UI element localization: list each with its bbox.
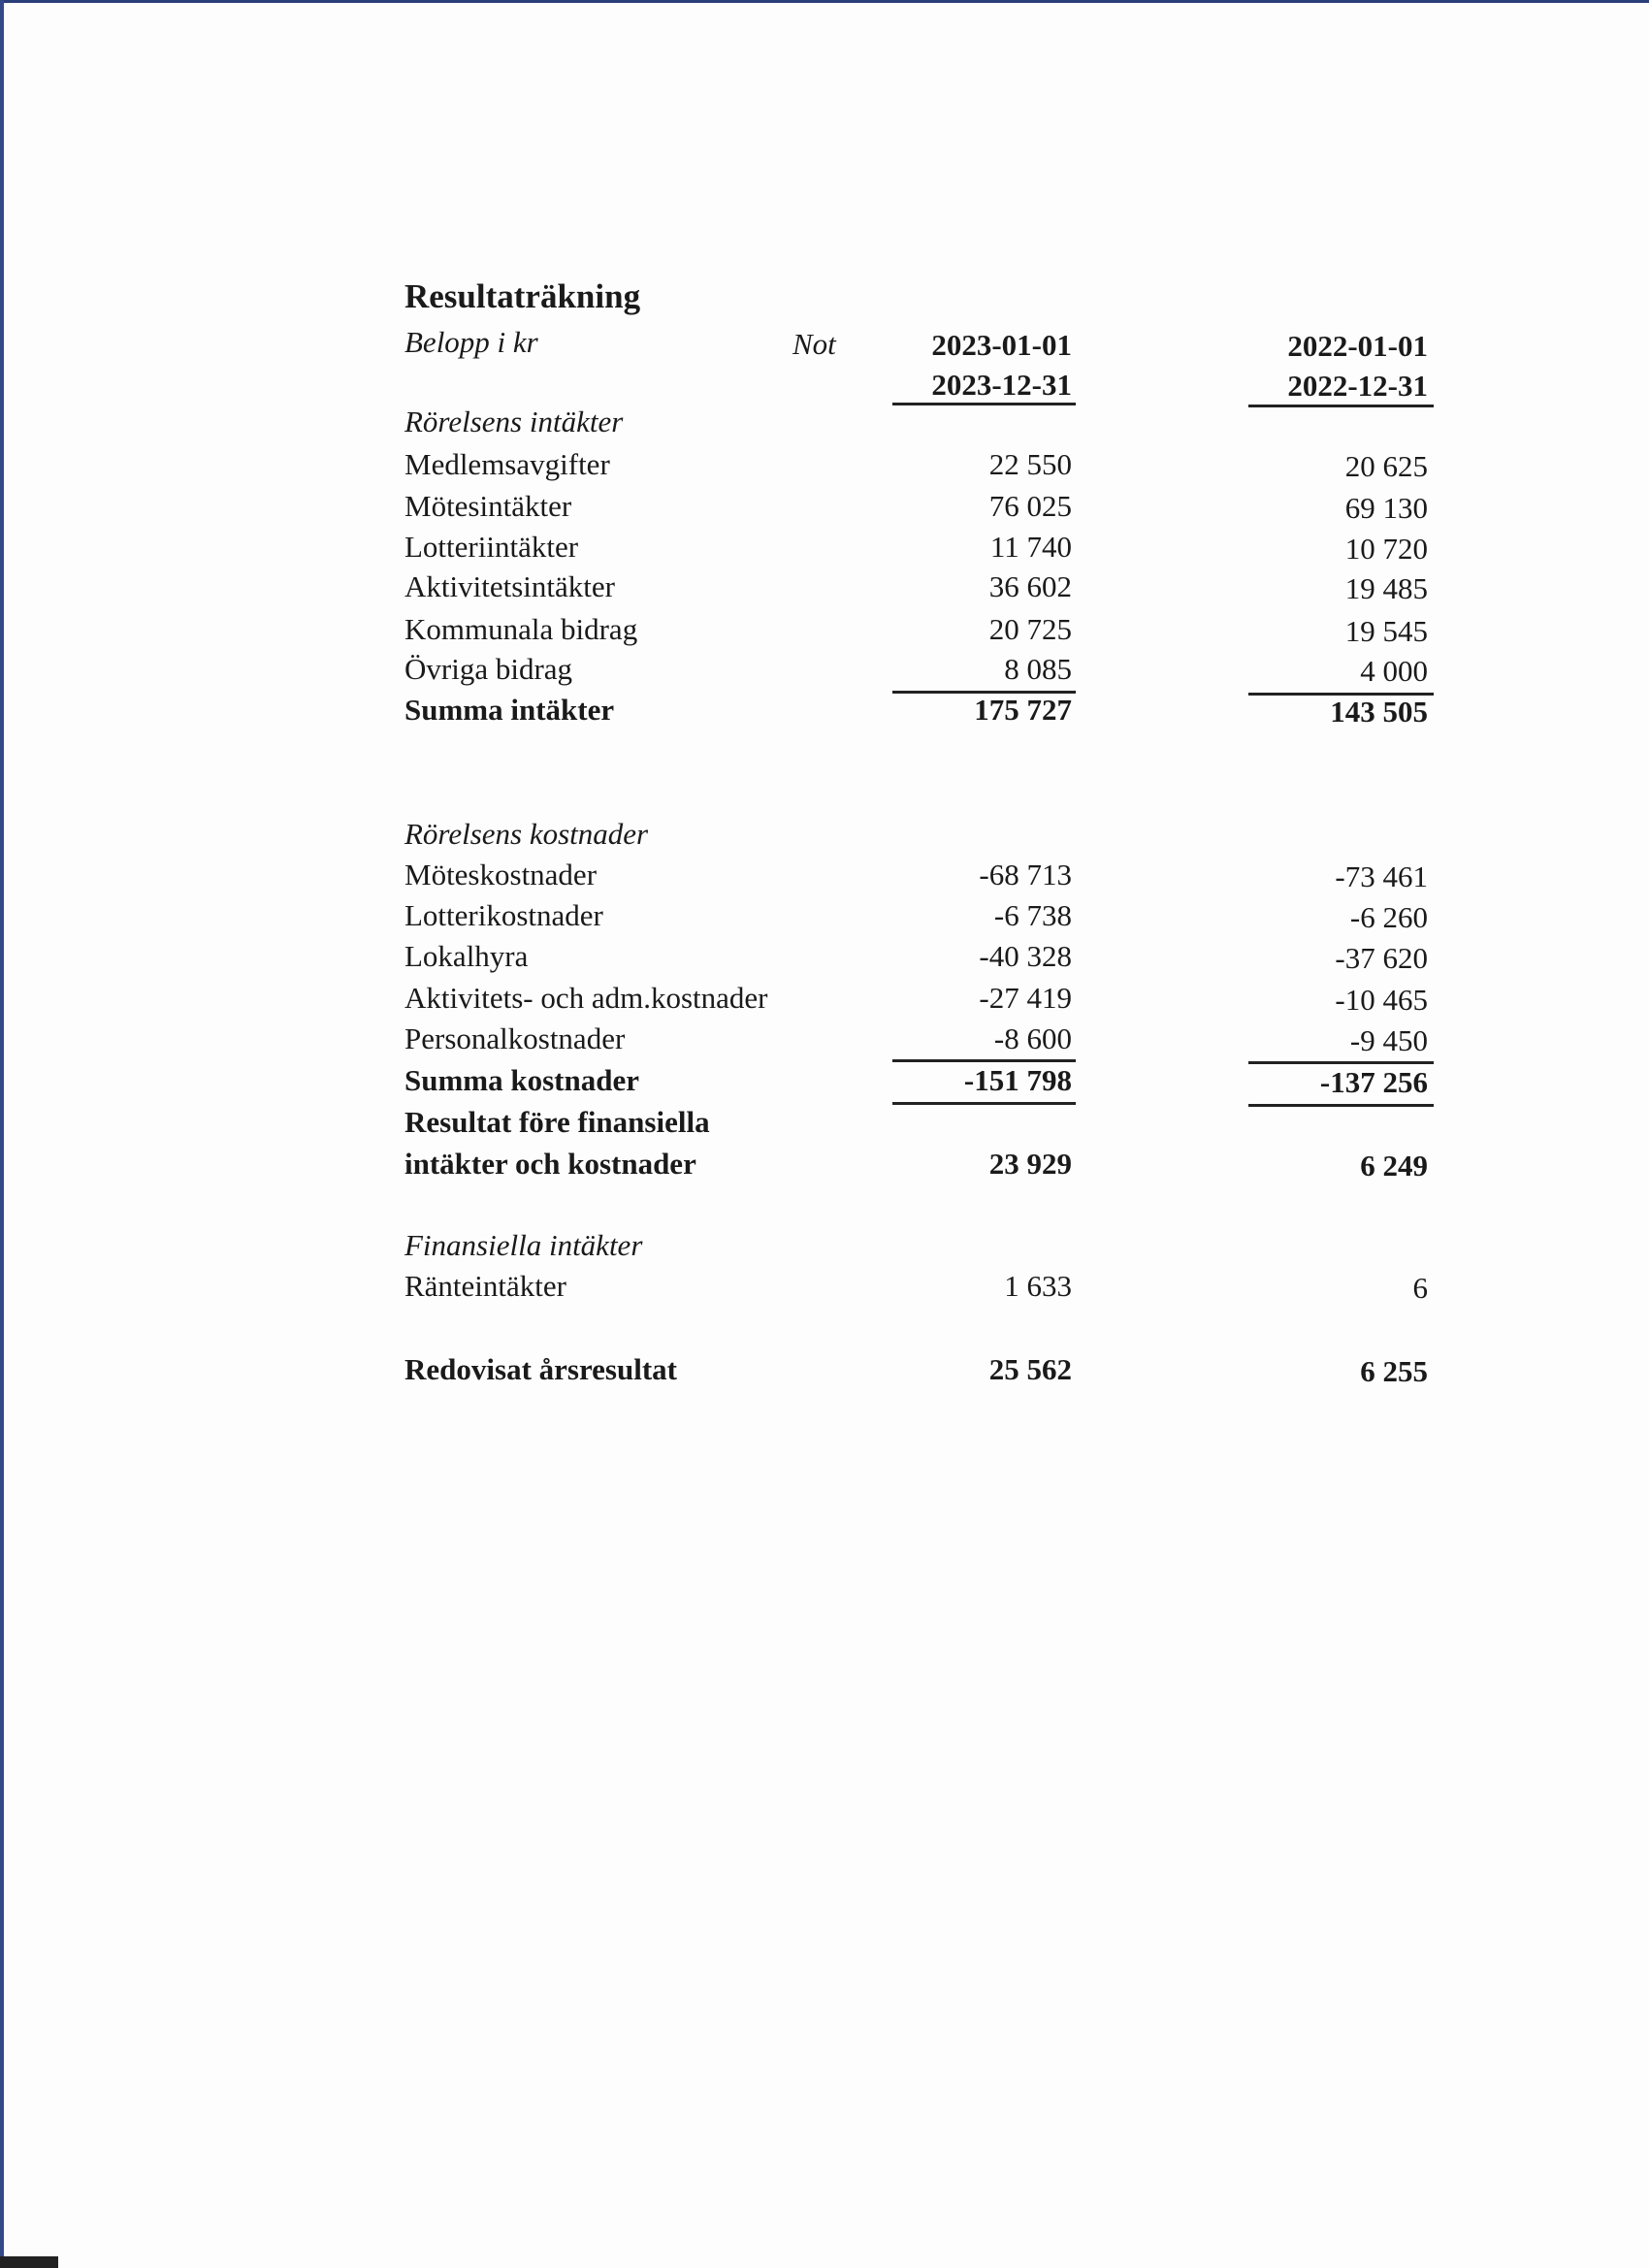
value-prior-year: 69 130: [1344, 491, 1428, 525]
prior-period-end: 2022-12-31: [1287, 369, 1428, 403]
row-label: Övriga bidrag: [404, 652, 573, 686]
income-subtotal-rule-current: [892, 691, 1076, 694]
header-rule-current: [892, 403, 1076, 405]
value-prior-year: 6 255: [1360, 1354, 1428, 1388]
scan-edge-top: [0, 0, 1649, 3]
current-period-start: 2023-01-01: [931, 328, 1072, 362]
value-prior-year: 19 545: [1344, 614, 1428, 648]
row-label: Personalkostnader: [404, 1021, 626, 1055]
value-prior-year: -10 465: [1335, 983, 1428, 1017]
row-label: Lotteriintäkter: [404, 530, 579, 564]
scan-corner-mark: [0, 2256, 58, 2268]
cost-subtotal-rule-prior: [1248, 1061, 1434, 1064]
cost-total-rule-current: [892, 1102, 1076, 1105]
value-prior-year: 10 720: [1344, 532, 1428, 566]
value-prior-year: -9 450: [1349, 1023, 1428, 1057]
value-prior-year: 143 505: [1330, 695, 1428, 729]
value-current-year: -8 600: [993, 1021, 1072, 1055]
section-heading: Rörelsens intäkter: [404, 405, 624, 438]
cost-subtotal-rule-current: [892, 1059, 1076, 1062]
value-current-year: 20 725: [988, 612, 1072, 646]
value-current-year: 76 025: [988, 489, 1072, 523]
income-subtotal-rule-prior: [1248, 693, 1434, 696]
value-current-year: 11 740: [989, 530, 1072, 564]
row-label: Ränteintäkter: [404, 1269, 566, 1303]
value-prior-year: -37 620: [1335, 941, 1428, 975]
row-label: Möteskostnader: [404, 858, 598, 891]
value-current-year: 22 550: [988, 447, 1072, 481]
value-current-year: 25 562: [988, 1352, 1072, 1386]
row-label: Lotterikostnader: [404, 898, 603, 932]
value-current-year: 23 929: [988, 1147, 1072, 1181]
row-label: Summa intäkter: [404, 693, 615, 727]
note-column-header: Not: [792, 327, 836, 361]
row-label: Resultat före finansiella: [404, 1105, 710, 1139]
value-prior-year: -73 461: [1335, 859, 1428, 893]
row-label: Kommunala bidrag: [404, 612, 638, 646]
row-label: Mötesintäkter: [404, 489, 572, 523]
value-current-year: 36 602: [988, 569, 1072, 603]
prior-period-start: 2022-01-01: [1287, 329, 1428, 363]
value-current-year: 175 727: [974, 693, 1072, 727]
unit-label: Belopp i kr: [404, 325, 538, 359]
value-current-year: -68 713: [979, 858, 1072, 891]
page-title: Resultaträkning: [404, 277, 641, 315]
value-prior-year: 6: [1412, 1271, 1429, 1305]
section-heading: Finansiella intäkter: [404, 1228, 643, 1262]
scan-edge-left: [0, 0, 4, 2268]
current-period-end: 2023-12-31: [931, 368, 1072, 402]
value-current-year: -40 328: [979, 939, 1072, 973]
section-heading: Rörelsens kostnader: [404, 817, 649, 851]
value-prior-year: 19 485: [1344, 571, 1428, 605]
value-prior-year: -137 256: [1319, 1065, 1428, 1099]
value-prior-year: 4 000: [1360, 654, 1428, 688]
value-current-year: -27 419: [979, 981, 1072, 1015]
row-label: Lokalhyra: [404, 939, 529, 973]
header-rule-prior: [1248, 405, 1434, 407]
row-label: Summa kostnader: [404, 1063, 640, 1097]
row-label: Aktivitets- och adm.kostnader: [404, 981, 768, 1015]
row-label: Aktivitetsintäkter: [404, 569, 615, 603]
cost-total-rule-prior: [1248, 1104, 1434, 1107]
value-prior-year: 20 625: [1344, 449, 1428, 483]
row-label: Redovisat årsresultat: [404, 1352, 677, 1386]
value-current-year: -151 798: [963, 1063, 1072, 1097]
value-prior-year: -6 260: [1349, 900, 1428, 934]
row-label: intäkter och kostnader: [404, 1147, 696, 1181]
row-label: Medlemsavgifter: [404, 447, 610, 481]
value-current-year: -6 738: [993, 898, 1072, 932]
value-current-year: 8 085: [1004, 652, 1072, 686]
value-prior-year: 6 249: [1360, 1149, 1428, 1183]
value-current-year: 1 633: [1004, 1269, 1072, 1303]
